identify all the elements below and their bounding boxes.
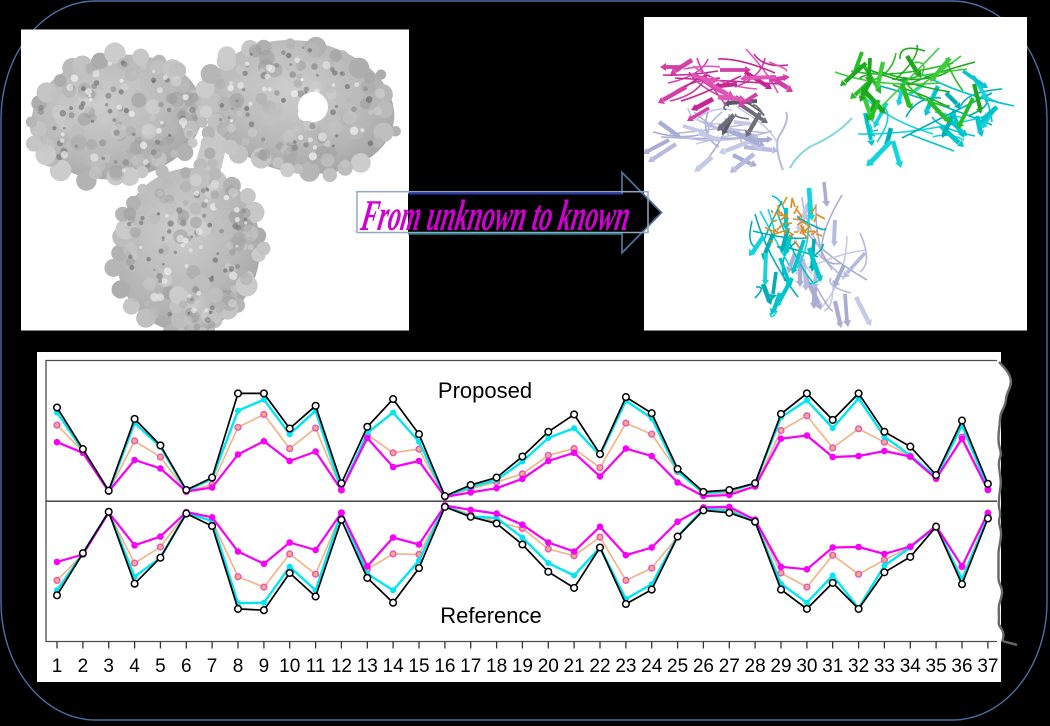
svg-text:29: 29 — [770, 656, 791, 677]
svg-text:10: 10 — [279, 656, 300, 677]
svg-text:17: 17 — [460, 656, 481, 677]
svg-text:13: 13 — [357, 656, 378, 677]
svg-text:25: 25 — [667, 656, 688, 677]
svg-text:32: 32 — [848, 656, 869, 677]
svg-text:14: 14 — [383, 656, 405, 677]
svg-text:27: 27 — [719, 656, 740, 677]
svg-text:12: 12 — [331, 656, 352, 677]
svg-text:7: 7 — [207, 656, 218, 677]
svg-text:5: 5 — [155, 656, 166, 677]
svg-text:From unknown to known: From unknown to known — [357, 190, 634, 240]
svg-text:33: 33 — [874, 656, 895, 677]
svg-text:36: 36 — [951, 656, 972, 677]
svg-text:6: 6 — [181, 656, 192, 677]
svg-text:37: 37 — [977, 656, 998, 677]
svg-text:34: 34 — [900, 656, 922, 677]
svg-text:16: 16 — [434, 656, 455, 677]
svg-text:2: 2 — [78, 656, 89, 677]
svg-text:8: 8 — [233, 656, 244, 677]
svg-text:4: 4 — [129, 656, 140, 677]
svg-text:3: 3 — [103, 656, 114, 677]
svg-text:23: 23 — [615, 656, 636, 677]
svg-text:Proposed: Proposed — [438, 378, 532, 403]
svg-text:18: 18 — [486, 656, 507, 677]
svg-text:30: 30 — [796, 656, 817, 677]
svg-text:28: 28 — [745, 656, 766, 677]
svg-text:24: 24 — [641, 656, 663, 677]
svg-text:19: 19 — [512, 656, 533, 677]
svg-text:31: 31 — [822, 656, 843, 677]
svg-text:35: 35 — [926, 656, 947, 677]
svg-text:1: 1 — [52, 656, 63, 677]
svg-text:9: 9 — [259, 656, 270, 677]
svg-text:11: 11 — [306, 656, 326, 677]
svg-text:21: 21 — [564, 656, 585, 677]
svg-text:22: 22 — [589, 656, 610, 677]
svg-text:Reference: Reference — [440, 603, 542, 628]
svg-text:26: 26 — [693, 656, 714, 677]
svg-text:15: 15 — [408, 656, 429, 677]
svg-text:20: 20 — [538, 656, 559, 677]
